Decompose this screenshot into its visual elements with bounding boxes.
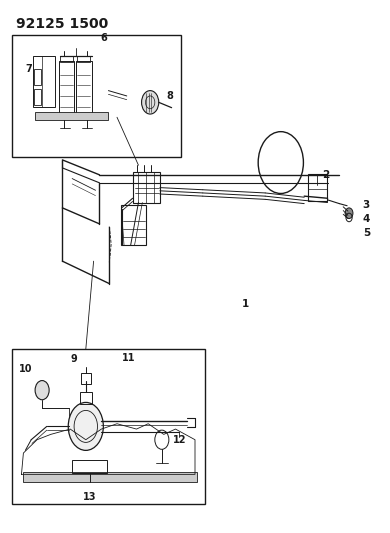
Text: 4: 4 xyxy=(363,214,370,223)
Text: 7: 7 xyxy=(26,64,33,74)
Bar xyxy=(33,56,55,107)
Text: 11: 11 xyxy=(122,353,135,363)
Circle shape xyxy=(68,402,103,450)
Bar xyxy=(77,56,90,62)
Text: 8: 8 xyxy=(166,91,173,101)
Bar xyxy=(76,61,92,115)
Text: 3: 3 xyxy=(363,200,370,209)
Text: 2: 2 xyxy=(322,170,329,180)
Bar xyxy=(12,35,181,157)
Bar xyxy=(60,56,73,62)
Bar xyxy=(80,392,92,404)
Text: 6: 6 xyxy=(100,34,107,43)
Bar xyxy=(34,89,41,105)
Text: 13: 13 xyxy=(83,492,96,502)
Bar xyxy=(23,472,197,482)
Bar xyxy=(133,172,160,203)
Text: 5: 5 xyxy=(363,229,370,238)
Bar xyxy=(121,205,146,245)
Circle shape xyxy=(142,91,159,114)
Text: 12: 12 xyxy=(173,435,186,445)
Text: 10: 10 xyxy=(19,364,32,374)
Text: 92125 1500: 92125 1500 xyxy=(16,17,108,31)
Bar xyxy=(35,112,108,120)
Circle shape xyxy=(345,208,353,219)
Text: 1: 1 xyxy=(242,299,249,309)
Bar xyxy=(72,460,107,473)
Circle shape xyxy=(35,381,49,400)
Bar xyxy=(58,61,74,115)
Bar xyxy=(12,349,205,504)
Bar xyxy=(308,174,327,201)
Text: 9: 9 xyxy=(71,354,78,364)
Bar xyxy=(81,373,91,384)
Bar xyxy=(34,69,41,85)
